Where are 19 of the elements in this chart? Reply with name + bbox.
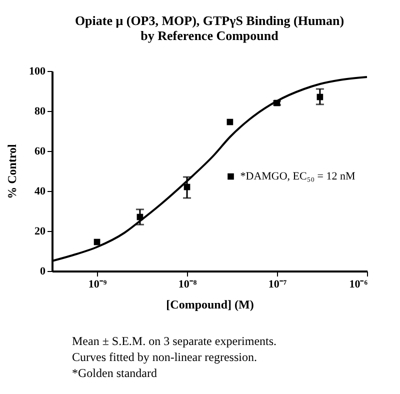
chart-title: Opiate μ (OP3, MOP), GTPγS Binding (Human) by Reference Compound bbox=[74, 13, 344, 43]
point bbox=[226, 118, 234, 126]
x-tick-label: 10⁻⁹ bbox=[88, 278, 108, 290]
y-tick-label: 0 bbox=[40, 266, 46, 278]
x-tick-label: 10⁻⁶ bbox=[349, 278, 368, 290]
text: Curves fitted by non-linear regression. bbox=[72, 350, 257, 364]
x-tick-label: 10⁻⁷ bbox=[268, 278, 288, 290]
y-tick-label: 100 bbox=[29, 66, 46, 78]
x-tick-label: 10⁻⁸ bbox=[178, 278, 198, 290]
y-tick-label: 80 bbox=[34, 106, 46, 118]
y-tick-label: 20 bbox=[34, 226, 46, 238]
y-tick-label: 60 bbox=[34, 146, 46, 158]
y-axis-title: % Control bbox=[5, 143, 19, 199]
text: *Golden standard bbox=[72, 366, 157, 380]
point bbox=[94, 238, 100, 246]
x-axis-title: [Compound] (M) bbox=[166, 298, 254, 312]
text: Mean ± S.E.M. on 3 separate experiments. bbox=[72, 334, 277, 348]
y-tick-label: 40 bbox=[34, 186, 46, 198]
legend-label: *DAMGO, EC₅₀ = 12 nM bbox=[240, 170, 356, 182]
